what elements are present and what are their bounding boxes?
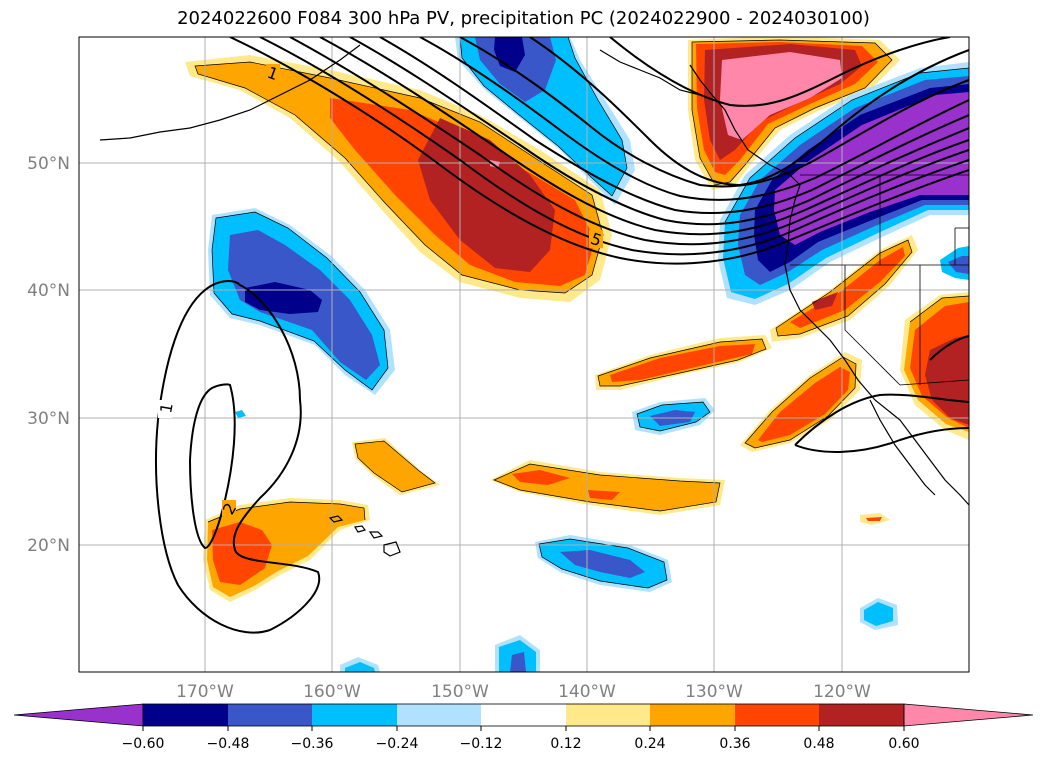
graticule	[79, 37, 969, 672]
longitude-labels: 170°W 160°W 150°W 140°W 130°W 120°W	[176, 682, 871, 702]
colorbar-tick-p012: 0.12	[550, 736, 581, 752]
map-frame	[78, 36, 970, 673]
colorbar-tick-n024: −0.24	[376, 736, 419, 752]
colorbar-swatch-p024-p036	[650, 704, 735, 726]
lon-label-160w: 160°W	[303, 682, 361, 702]
baja-peninsula	[869, 399, 936, 496]
lat-label-40n: 40°N	[27, 281, 70, 301]
colorbar-swatch-p036-p048	[735, 704, 819, 726]
colorbar-tick-p036: 0.36	[719, 736, 750, 752]
lon-label-140w: 140°W	[558, 682, 616, 702]
colorbar-over-extension	[903, 703, 1034, 727]
colorbar-tick-p048: 0.48	[803, 736, 834, 752]
pv-contours	[155, 37, 969, 634]
colorbar-under-extension	[13, 703, 144, 727]
lon-label-130w: 130°W	[685, 682, 743, 702]
colorbar-tick-n048: −0.48	[207, 736, 250, 752]
colorbar-tick-n012: −0.12	[460, 736, 503, 752]
colorbar-tick-n060: −0.60	[122, 736, 165, 752]
western-pv-contour	[155, 280, 321, 634]
lon-label-170w: 170°W	[176, 682, 234, 702]
contour-label-1-west: 1	[156, 401, 176, 414]
hawaii-islands	[328, 515, 401, 557]
colorbar: −0.60 −0.48 −0.36 −0.24 −0.12 0.12 0.24 …	[13, 703, 1034, 752]
colorbar-swatch-n012-p012	[481, 704, 566, 726]
positive-anomaly-fields	[185, 37, 969, 602]
lon-label-150w: 150°W	[431, 682, 489, 702]
lat-label-30n: 30°N	[27, 409, 70, 429]
colorbar-tick-p024: 0.24	[634, 736, 665, 752]
political-borders	[790, 174, 969, 386]
aleutian-islands	[99, 44, 361, 141]
california-pv-contour	[794, 393, 969, 446]
colorbar-swatch-p012-p024	[566, 704, 650, 726]
alaska-islands	[599, 49, 701, 96]
colorbar-swatch-n024-n012	[397, 704, 481, 726]
lon-label-120w: 120°W	[813, 682, 871, 702]
map-panel: 1 5 1 2	[79, 37, 969, 672]
colorbar-tick-p060: 0.60	[888, 736, 919, 752]
map-title: 2024022600 F084 300 hPa PV, precipitatio…	[177, 8, 870, 29]
colorbar-swatch-n036-n024	[312, 704, 397, 726]
contour-labels: 1 5 1 2	[156, 63, 604, 518]
colorbar-tick-n036: −0.36	[291, 736, 334, 752]
colorbar-swatch-p048-p060	[819, 704, 904, 726]
latitude-labels: 50°N 40°N 30°N 20°N	[27, 154, 70, 556]
colorbar-swatch-n060-n048	[143, 704, 228, 726]
lat-label-50n: 50°N	[27, 154, 70, 174]
colorbar-swatch-n048-n036	[228, 704, 312, 726]
lat-label-20n: 20°N	[27, 536, 70, 556]
western-pv-inner	[188, 383, 236, 550]
